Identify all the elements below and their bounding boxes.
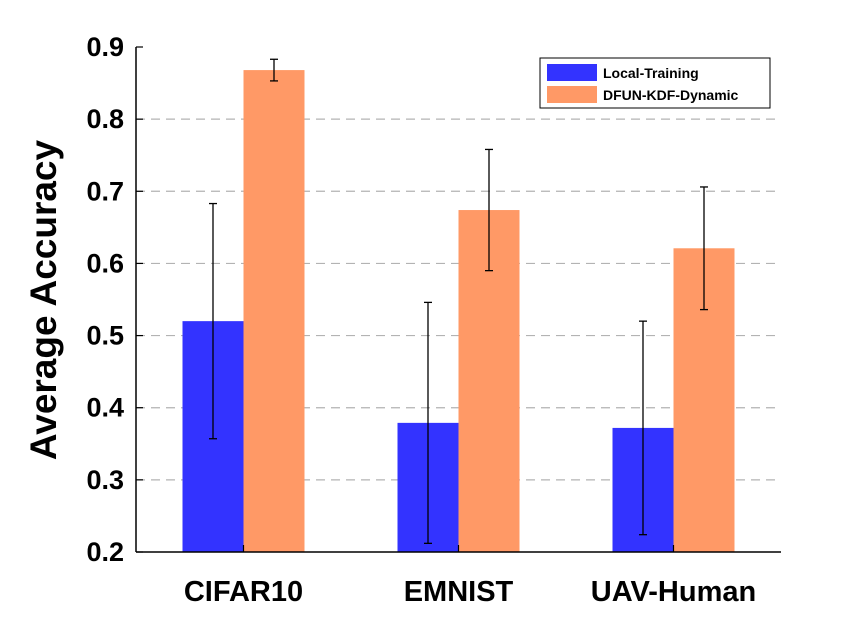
y-tick-label: 0.2	[86, 537, 124, 567]
legend-label-dfun-kdf-dynamic: DFUN-KDF-Dynamic	[603, 87, 739, 103]
y-tick-label: 0.8	[86, 104, 124, 134]
bars	[182, 70, 735, 553]
y-axis-label: Average Accuracy	[23, 139, 64, 460]
legend: Local-Training DFUN-KDF-Dynamic	[539, 57, 771, 109]
bar-dfun-kdf-dynamic-cifar10	[243, 70, 305, 552]
legend-swatch-dfun-kdf-dynamic	[547, 86, 597, 103]
x-category-labels: CIFAR10 EMNIST UAV-Human	[184, 576, 756, 608]
y-tick-label: 0.4	[86, 393, 124, 423]
x-category-label: UAV-Human	[591, 576, 756, 608]
y-tick-labels: 0.2 0.3 0.4 0.5 0.6 0.7 0.8 0.9	[86, 32, 124, 567]
y-tick-label: 0.7	[86, 176, 124, 206]
legend-swatch-local-training	[547, 64, 597, 81]
y-tick-label: 0.3	[86, 465, 124, 495]
axes	[135, 46, 781, 553]
x-category-label: CIFAR10	[184, 576, 303, 608]
x-category-label: EMNIST	[404, 576, 514, 608]
y-tick-label: 0.6	[86, 248, 124, 278]
y-tick-label: 0.9	[86, 32, 124, 62]
error-bars	[209, 58, 708, 544]
y-tick-label: 0.5	[86, 321, 124, 351]
legend-label-local-training: Local-Training	[603, 65, 699, 81]
